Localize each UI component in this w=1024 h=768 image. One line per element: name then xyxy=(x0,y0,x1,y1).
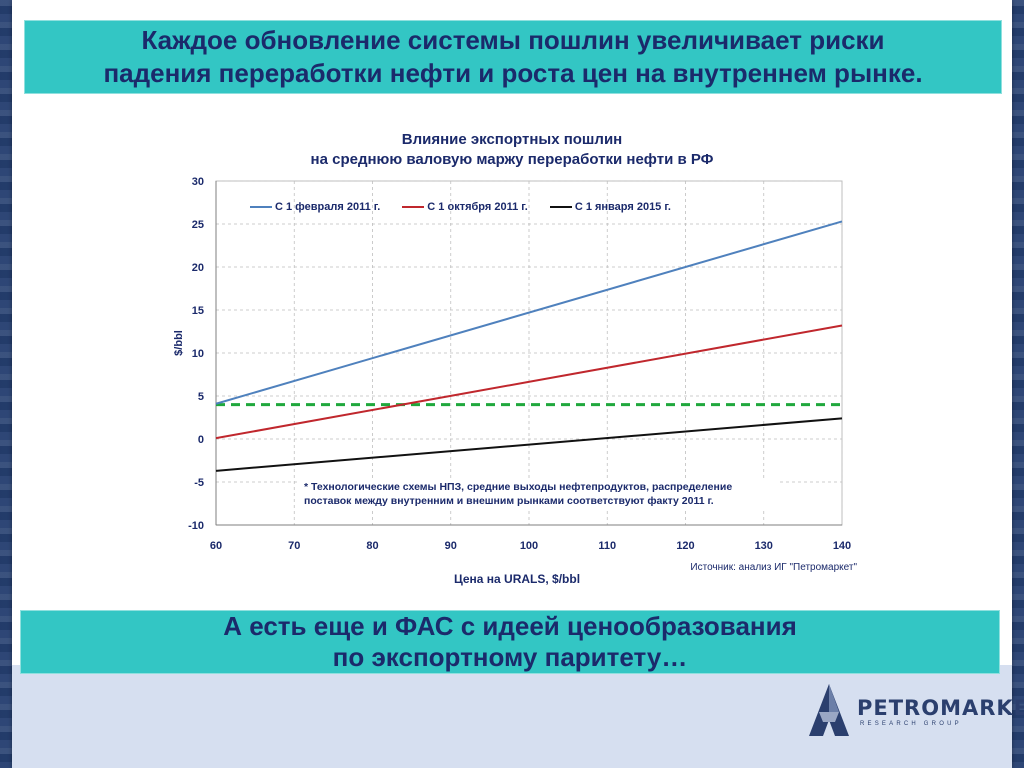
y-tick-label: 15 xyxy=(192,305,204,317)
x-tick-label: 100 xyxy=(520,540,538,552)
footnote-line-1: * Технологические схемы НПЗ, средние вых… xyxy=(304,481,733,493)
series-line-1 xyxy=(215,220,843,405)
y-tick-label: 30 xyxy=(192,176,204,188)
footer-banner: А есть еще и ФАС с идеей ценообразования… xyxy=(20,610,1000,674)
y-axis-label: $/bbl xyxy=(173,330,185,356)
legend-swatch xyxy=(402,206,425,208)
series-line-2 xyxy=(215,324,843,440)
x-tick-label: 120 xyxy=(676,540,694,552)
x-tick-label: 90 xyxy=(445,540,457,552)
legend-item-1: С 1 февраля 2011 г. xyxy=(250,199,380,215)
chart-title-line-1: Влияние экспортных пошлин xyxy=(401,131,623,148)
y-tick-label: 0 xyxy=(198,434,204,446)
logo-subtitle: RESEARCH GROUP xyxy=(860,721,962,727)
series-line-3 xyxy=(215,417,843,472)
y-tick-label: 5 xyxy=(198,391,204,403)
legend-swatch xyxy=(250,206,272,208)
logo-name: PETROMARKET xyxy=(857,696,1024,720)
x-tick-label: 110 xyxy=(598,540,616,552)
footnote-line-2: поставок между внутренним и внешним рынк… xyxy=(304,495,714,507)
x-tick-label: 130 xyxy=(755,540,773,552)
footer-line-1: А есть еще и ФАС с идеей ценообразования xyxy=(223,611,797,641)
x-tick-label: 60 xyxy=(210,540,222,552)
x-axis-label: Цена на URALS, $/bbl xyxy=(453,572,581,586)
x-tick-label: 80 xyxy=(366,540,378,552)
y-tick-label: 20 xyxy=(192,262,204,274)
chart-footnote: * Технологические схемы НПЗ, средние вых… xyxy=(300,478,778,510)
y-tick-label: -5 xyxy=(194,477,204,489)
legend-label: С 1 февраля 2011 г. xyxy=(275,201,381,213)
legend-item-3: С 1 января 2015 г. xyxy=(549,199,671,215)
source-note: Источник: анализ ИГ "Петромаркет" xyxy=(690,562,857,573)
bottom-band xyxy=(12,665,1012,768)
x-tick-label: 70 xyxy=(288,540,300,552)
slide: Каждое обновление системы пошлин увеличи… xyxy=(12,0,1024,768)
header-line-1: Каждое обновление системы пошлин увеличи… xyxy=(141,25,885,55)
x-tick-label: 140 xyxy=(833,540,851,552)
chart: 30 25 20 15 10 5 0 -5 -10 60 70 80 90 100 110 120 130 140… xyxy=(173,176,851,552)
legend-label: С 1 января 2015 г. xyxy=(574,201,671,213)
legend-label: С 1 октября 2011 г. xyxy=(427,201,528,213)
legend-item-2: С 1 октября 2011 г. xyxy=(402,199,528,215)
chart-title: Влияние экспортных пошлин на среднюю вал… xyxy=(12,130,1012,170)
legend-swatch xyxy=(549,206,572,208)
chart-title-line-2: на среднюю валовую маржу переработки неф… xyxy=(310,151,714,168)
chart-legend: С 1 февраля 2011 г. С 1 октября 2011 г. С … xyxy=(250,199,671,215)
logo-mark-icon xyxy=(809,684,849,736)
y-tick-label: 10 xyxy=(192,348,204,360)
petromarket-logo: PETROMARKET RESEARCH GROUP xyxy=(805,682,1024,742)
footer-line-2: по экспортному паритету… xyxy=(332,642,688,672)
y-tick-label: -10 xyxy=(188,520,204,532)
y-tick-label: 25 xyxy=(192,219,204,231)
header-banner: Каждое обновление системы пошлин увеличи… xyxy=(24,20,1002,94)
header-line-2: падения переработки нефти и роста цен на… xyxy=(103,58,923,88)
